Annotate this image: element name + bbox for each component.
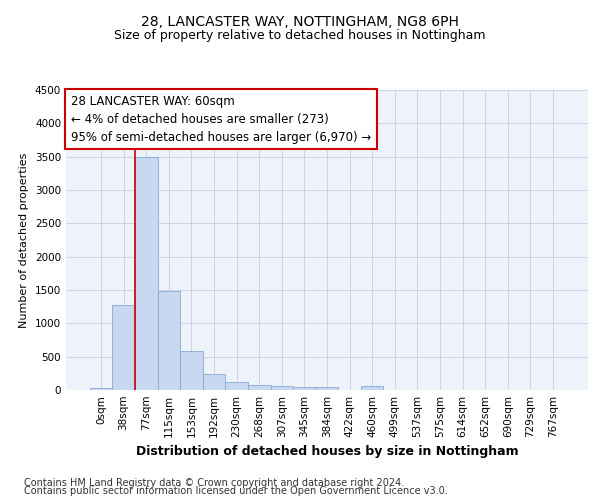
Text: 28, LANCASTER WAY, NOTTINGHAM, NG8 6PH: 28, LANCASTER WAY, NOTTINGHAM, NG8 6PH bbox=[141, 16, 459, 30]
Bar bbox=[158, 292, 180, 390]
Bar bbox=[248, 384, 271, 390]
Bar bbox=[271, 386, 293, 390]
Text: 28 LANCASTER WAY: 60sqm
← 4% of detached houses are smaller (273)
95% of semi-de: 28 LANCASTER WAY: 60sqm ← 4% of detached… bbox=[71, 94, 371, 144]
Bar bbox=[135, 156, 158, 390]
Bar bbox=[316, 388, 338, 390]
Bar bbox=[180, 352, 203, 390]
Bar bbox=[90, 388, 112, 390]
Bar bbox=[112, 306, 135, 390]
Bar bbox=[293, 388, 316, 390]
Text: Contains HM Land Registry data © Crown copyright and database right 2024.: Contains HM Land Registry data © Crown c… bbox=[24, 478, 404, 488]
Bar bbox=[226, 382, 248, 390]
Y-axis label: Number of detached properties: Number of detached properties bbox=[19, 152, 29, 328]
Text: Contains public sector information licensed under the Open Government Licence v3: Contains public sector information licen… bbox=[24, 486, 448, 496]
X-axis label: Distribution of detached houses by size in Nottingham: Distribution of detached houses by size … bbox=[136, 446, 518, 458]
Bar bbox=[203, 374, 226, 390]
Text: Size of property relative to detached houses in Nottingham: Size of property relative to detached ho… bbox=[114, 28, 486, 42]
Bar bbox=[361, 386, 383, 390]
